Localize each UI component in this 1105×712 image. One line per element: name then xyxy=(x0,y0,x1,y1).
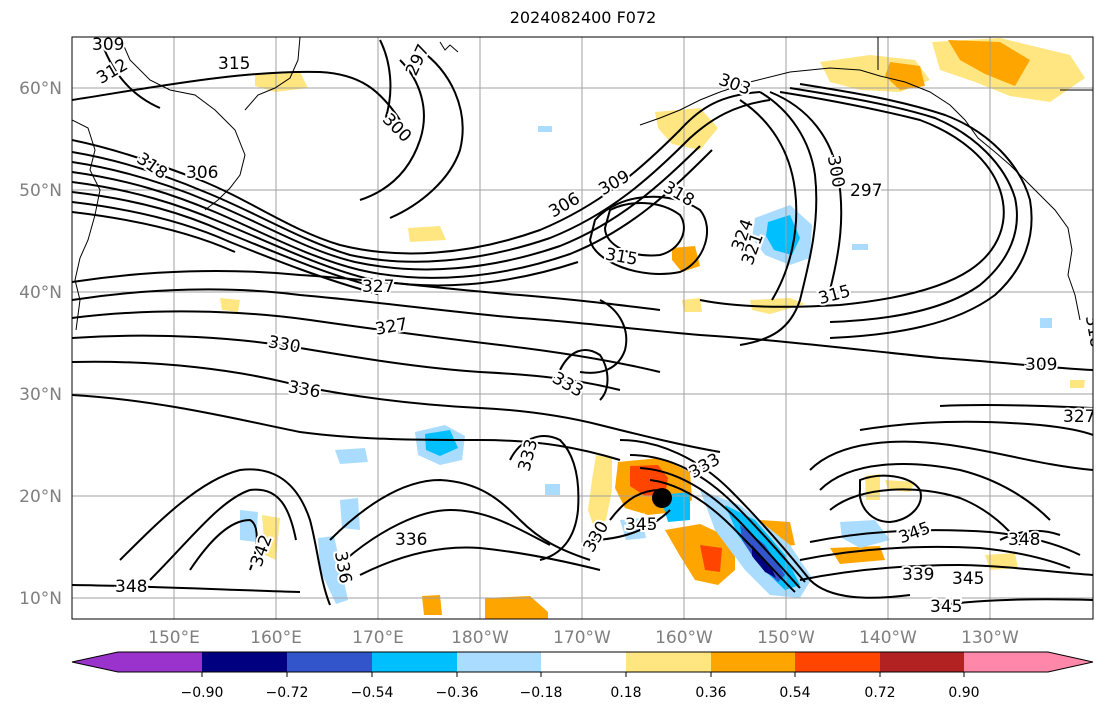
contour-label: 339 xyxy=(902,565,934,585)
contour-label: 309 xyxy=(92,35,124,55)
lon-label: 180°W xyxy=(451,628,509,648)
contour-label: 306 xyxy=(186,163,218,183)
lat-label: 40°N xyxy=(19,283,62,303)
kamchatka-coast xyxy=(244,37,301,111)
negative-shading xyxy=(340,498,360,530)
negative-shading xyxy=(335,448,368,464)
latitude-labels: 60°N 50°N 40°N 30°N 20°N 10°N xyxy=(19,79,62,609)
lon-label: 170°W xyxy=(553,628,611,648)
colorbar-segment xyxy=(711,652,795,672)
contour-label: 315 xyxy=(604,245,639,270)
positive-shading xyxy=(700,545,722,572)
positive-shading xyxy=(682,298,702,312)
lon-label: 150°E xyxy=(148,628,200,648)
alaska-coast xyxy=(719,67,1081,321)
positive-shading xyxy=(1070,380,1085,388)
lon-label: 170°E xyxy=(352,628,404,648)
longitude-labels: 150°E 160°E 170°E 180°W 170°W 160°W 150°… xyxy=(148,628,1019,648)
colorbar-segment xyxy=(541,652,626,672)
map-title: 2024082400 F072 xyxy=(509,8,657,27)
lon-label: 140°W xyxy=(859,628,917,648)
contour-label: 327 xyxy=(362,277,394,297)
kamchatka-coast xyxy=(119,37,246,211)
contour-label: 345 xyxy=(952,569,984,589)
colorbar-tick-label: 0.72 xyxy=(864,685,895,701)
colorbar-segment xyxy=(964,652,1093,672)
lat-label: 20°N xyxy=(19,487,62,507)
positive-shading xyxy=(255,72,308,92)
positive-shading xyxy=(630,465,668,496)
colorbar-segment xyxy=(795,652,880,672)
storm-center-marker xyxy=(652,488,672,508)
negative-shading xyxy=(240,510,258,542)
colorbar-tick-label: 0.18 xyxy=(610,685,641,701)
colorbar-segment xyxy=(72,652,202,672)
colorbar-ticks xyxy=(201,672,965,677)
positive-shading xyxy=(588,455,612,530)
colorbar-tick-label: −0.36 xyxy=(436,685,479,701)
negative-shading xyxy=(852,244,868,250)
negative-shading xyxy=(538,126,552,132)
contour-label: 348 xyxy=(115,577,147,597)
graticule xyxy=(72,37,1093,619)
contour-label: 315 xyxy=(218,54,250,74)
lon-label: 150°W xyxy=(757,628,815,648)
negative-shading xyxy=(766,215,800,255)
positive-shading xyxy=(885,62,925,90)
map-frame xyxy=(71,36,1094,620)
colorbar-tick-label: −0.18 xyxy=(520,685,563,701)
colorbar-segment xyxy=(287,652,372,672)
colorbar-segment xyxy=(202,652,287,672)
lon-label: 160°E xyxy=(250,628,302,648)
positive-shading xyxy=(948,40,1030,86)
contour-label: 345 xyxy=(625,515,657,535)
contours xyxy=(72,37,1093,606)
colorbar-tick-label: 0.54 xyxy=(779,685,810,701)
colorbar-outline xyxy=(71,651,1094,673)
negative-shading xyxy=(318,536,348,604)
negative-shading xyxy=(1040,318,1052,328)
colorbar-tick-label: −0.90 xyxy=(181,685,224,701)
positive-shading xyxy=(408,226,446,242)
colorbar-segment xyxy=(626,652,711,672)
aleutian-islands xyxy=(439,41,459,53)
negative-shading xyxy=(425,430,458,456)
positive-shading xyxy=(485,596,548,619)
colorbar-segment xyxy=(372,652,457,672)
lon-label: 130°W xyxy=(961,628,1019,648)
positive-shading xyxy=(422,595,442,615)
colorbar-tick-label: 0.36 xyxy=(695,685,726,701)
colorbar-tick-label: 0.90 xyxy=(948,685,979,701)
map-plot-area: 309 312 315 297 300 303 300 297 318 306 … xyxy=(72,35,1095,619)
positive-shading xyxy=(672,246,700,272)
contour-label: 345 xyxy=(930,597,962,617)
contour-label: 297 xyxy=(850,181,882,201)
colorbar-tick-label: −0.54 xyxy=(351,685,394,701)
negative-shading xyxy=(545,484,560,495)
positive-shading xyxy=(220,298,240,312)
lon-label: 160°W xyxy=(655,628,713,648)
colorbar: −0.90 −0.72 −0.54 −0.36 −0.18 0.18 0.36 … xyxy=(71,651,1094,701)
lat-label: 10°N xyxy=(19,589,62,609)
lat-label: 50°N xyxy=(19,181,62,201)
lat-label: 60°N xyxy=(19,79,62,99)
colorbar-segment xyxy=(457,652,541,672)
contour-label: 348 xyxy=(1008,530,1040,550)
colorbar-segment xyxy=(880,652,964,672)
colorbar-tick-label: −0.72 xyxy=(266,685,309,701)
contour-label: 336 xyxy=(395,530,427,550)
contour-label: 327 xyxy=(1063,407,1095,427)
lat-label: 30°N xyxy=(19,385,62,405)
negative-shading xyxy=(740,525,785,582)
contour-label: 309 xyxy=(1025,355,1057,375)
alaska-peninsula xyxy=(639,91,721,126)
